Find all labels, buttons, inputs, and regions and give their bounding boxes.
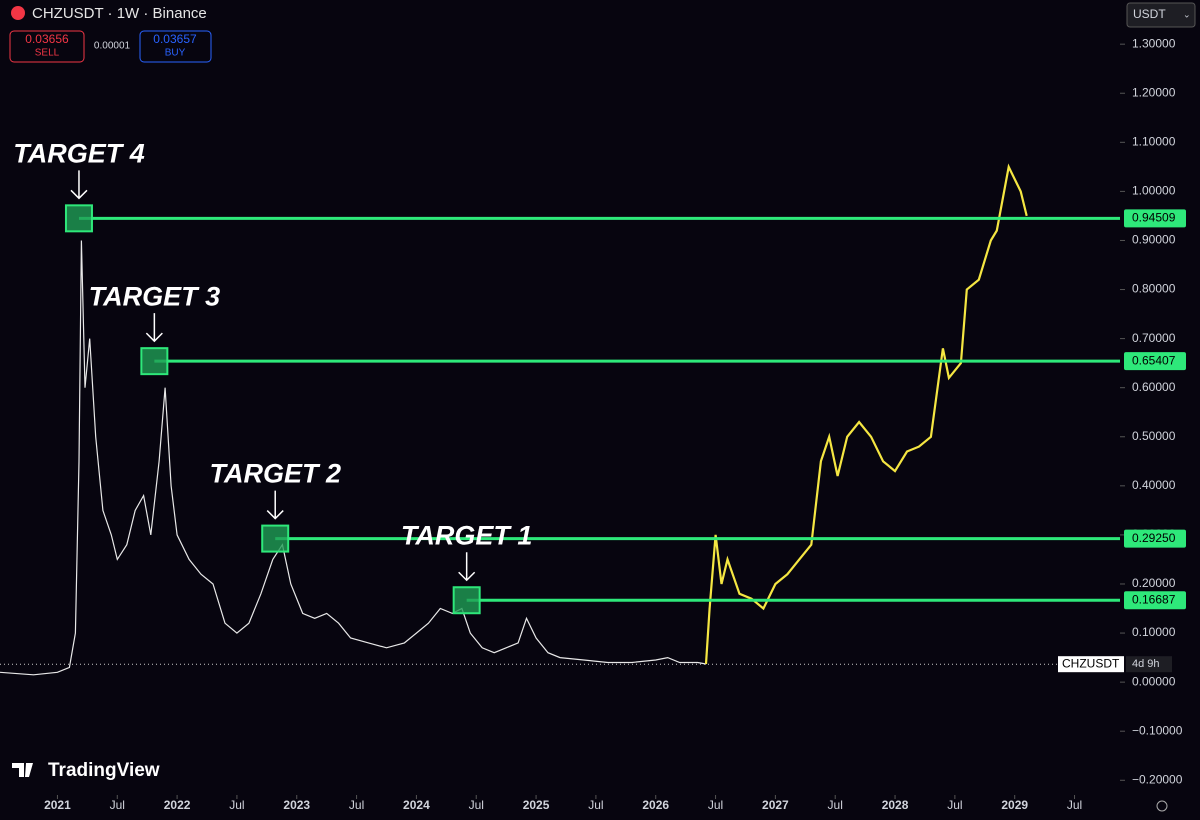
countdown-tag	[1126, 656, 1172, 673]
x-tick-label: Jul	[588, 798, 603, 812]
buy-label: BUY	[165, 48, 186, 59]
currency-dropdown[interactable]	[1126, 2, 1196, 28]
x-tick-label: Jul	[947, 798, 962, 812]
x-tick-label: 2028	[882, 798, 909, 812]
x-tick-label: Jul	[708, 798, 723, 812]
x-tick-label: 2027	[762, 798, 789, 812]
x-tick-label: 2022	[164, 798, 191, 812]
sell-button[interactable]	[9, 30, 85, 63]
y-tick-label: 0.80000	[1132, 282, 1176, 296]
y-tick-label: −0.10000	[1132, 723, 1183, 737]
dropdown-arrow: ⌄	[1183, 9, 1191, 19]
target-arrow	[70, 170, 88, 200]
spread: 0.00001	[94, 41, 131, 52]
price-tag	[1124, 529, 1186, 548]
price-tag-label: 0.29250	[1132, 531, 1176, 545]
countdown-label: 4d 9h	[1132, 658, 1160, 670]
logo-icon	[12, 763, 33, 777]
target-arrow	[458, 552, 476, 582]
symbol-title: CHZUSDT · 1W · Binance	[32, 5, 207, 22]
x-tick-label: 2021	[44, 798, 71, 812]
x-tick-label: 2026	[642, 798, 669, 812]
x-tick-label: Jul	[229, 798, 244, 812]
y-tick-label: 1.10000	[1132, 134, 1176, 148]
target-box	[452, 586, 481, 615]
logo: TradingView	[12, 760, 160, 781]
sell-price: 0.03656	[25, 32, 69, 46]
buy-button[interactable]	[139, 30, 212, 63]
settings-icon[interactable]	[1156, 800, 1168, 812]
sell-label: SELL	[35, 48, 60, 59]
x-tick-label: Jul	[110, 798, 125, 812]
price-line	[704, 163, 1028, 665]
y-tick-label: 0.40000	[1132, 478, 1176, 492]
x-tick-label: 2025	[523, 798, 550, 812]
y-tick-label: 1.20000	[1132, 85, 1176, 99]
symbol-tag-label: CHZUSDT	[1062, 656, 1120, 670]
target-arrow	[266, 490, 284, 520]
target-label: TARGET 3	[89, 281, 221, 311]
x-tick-label: Jul	[1067, 798, 1082, 812]
x-tick-label: 2023	[283, 798, 310, 812]
price-tag	[1124, 591, 1186, 610]
price-tag	[1124, 209, 1186, 228]
x-tick-label: Jul	[469, 798, 484, 812]
y-tick-label: 0.70000	[1132, 331, 1176, 345]
y-tick-label: 0.50000	[1132, 429, 1176, 443]
buy-price: 0.03657	[153, 32, 197, 46]
y-tick-label: 0.60000	[1132, 380, 1176, 394]
target-label: TARGET 2	[209, 459, 341, 489]
price-tag	[1124, 352, 1186, 371]
y-tick-label: 1.00000	[1132, 184, 1176, 198]
symbol-icon	[11, 6, 25, 20]
currency: USDT	[1133, 7, 1166, 21]
target-arrow	[145, 313, 163, 343]
target-label: TARGET 4	[13, 138, 145, 168]
x-tick-label: Jul	[828, 798, 843, 812]
price-tag-label: 0.16687	[1132, 592, 1176, 606]
y-tick-label: 1.30000	[1132, 36, 1176, 50]
target-label: TARGET 1	[401, 520, 533, 550]
y-tick-label: −0.20000	[1132, 772, 1183, 786]
price-tag-label: 0.65407	[1132, 353, 1176, 367]
target-box	[261, 524, 290, 553]
symbol-tag	[1058, 656, 1124, 673]
target-box	[64, 204, 93, 233]
price-tag-label: 0.94509	[1132, 211, 1176, 225]
y-tick-label: 0.90000	[1132, 233, 1176, 247]
x-tick-label: 2024	[403, 798, 430, 812]
y-tick-label: 0.20000	[1132, 576, 1176, 590]
target-box	[140, 347, 169, 376]
y-tick-label: 0.00000	[1132, 674, 1176, 688]
x-tick-label: Jul	[349, 798, 364, 812]
logo-text: TradingView	[48, 760, 160, 781]
y-tick-label: 0.10000	[1132, 625, 1176, 639]
price-line	[0, 240, 707, 676]
x-tick-label: 2029	[1001, 798, 1028, 812]
